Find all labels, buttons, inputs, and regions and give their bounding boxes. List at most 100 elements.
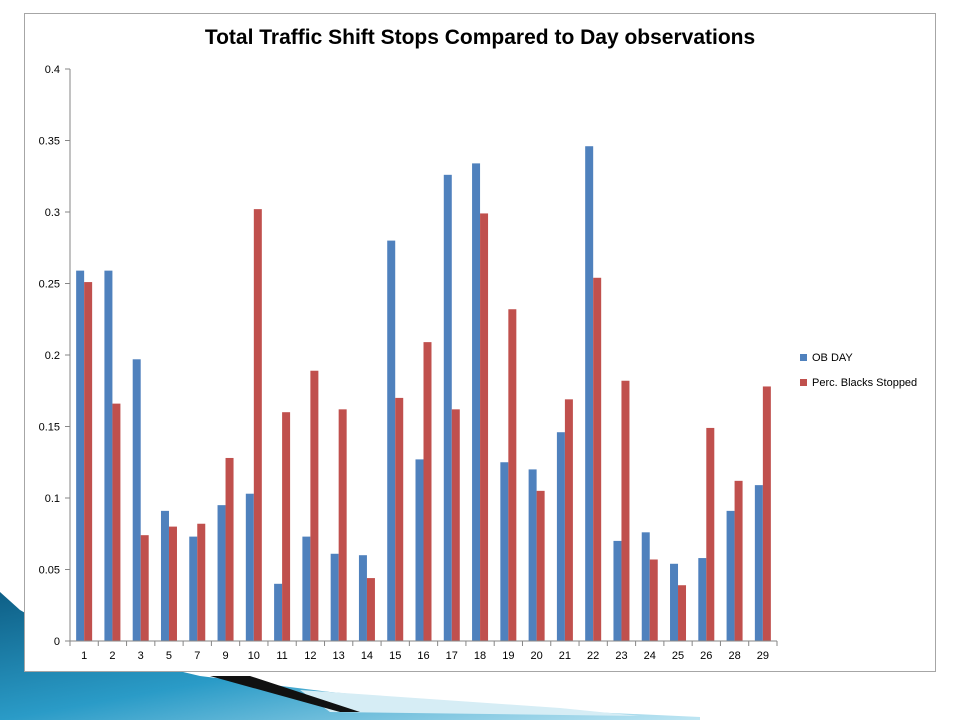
bar-perc-blacks-stopped bbox=[310, 370, 319, 641]
bar-perc-blacks-stopped bbox=[253, 209, 262, 641]
y-tick-label: 0.15 bbox=[39, 422, 60, 434]
x-tick-label: 26 bbox=[700, 650, 712, 662]
bar-perc-blacks-stopped bbox=[197, 523, 206, 641]
y-tick-label: 0.1 bbox=[45, 493, 60, 505]
bar-ob-day bbox=[189, 536, 198, 641]
x-tick-label: 28 bbox=[728, 650, 740, 662]
bar-ob-day bbox=[104, 270, 113, 641]
bar-ob-day bbox=[500, 462, 509, 641]
legend-swatch-perc-blacks-stopped bbox=[800, 379, 807, 386]
bar-perc-blacks-stopped bbox=[282, 412, 291, 641]
x-tick-label: 12 bbox=[304, 650, 316, 662]
y-tick-label: 0.4 bbox=[45, 64, 60, 76]
bars bbox=[76, 146, 771, 641]
x-tick-label: 1 bbox=[81, 650, 87, 662]
bar-perc-blacks-stopped bbox=[564, 399, 573, 641]
legend-swatch-ob-day bbox=[800, 354, 807, 361]
bar-perc-blacks-stopped bbox=[480, 213, 489, 641]
x-tick-label: 9 bbox=[222, 650, 228, 662]
y-tick-label: 0 bbox=[54, 636, 60, 648]
x-axis: 1 2 3 5 7 9 10 11 12 13 14 15 16 17 18 19 20 21 22 23 24 25 26… bbox=[69, 640, 778, 662]
bar-perc-blacks-stopped bbox=[678, 585, 687, 641]
bar-perc-blacks-stopped bbox=[112, 403, 121, 641]
bar-ob-day bbox=[245, 493, 254, 641]
x-tick-label: 20 bbox=[530, 650, 542, 662]
bar-ob-day bbox=[698, 558, 707, 641]
x-tick-label: 17 bbox=[446, 650, 458, 662]
bar-perc-blacks-stopped bbox=[593, 277, 602, 641]
bar-ob-day bbox=[613, 540, 622, 641]
bar-ob-day bbox=[160, 510, 169, 641]
bar-perc-blacks-stopped bbox=[395, 397, 404, 641]
y-tick-label: 0.05 bbox=[39, 565, 60, 577]
bar-perc-blacks-stopped bbox=[649, 559, 658, 641]
bar-ob-day bbox=[726, 510, 735, 641]
x-tick-label: 7 bbox=[194, 650, 200, 662]
bar-ob-day bbox=[217, 505, 226, 641]
y-tick-label: 0.35 bbox=[39, 136, 60, 148]
x-tick-label: 3 bbox=[138, 650, 144, 662]
legend-item-perc-blacks-stopped: Perc. Blacks Stopped bbox=[800, 370, 917, 395]
dark-streak-shape bbox=[210, 676, 360, 712]
bar-perc-blacks-stopped bbox=[338, 409, 347, 641]
x-tick-label: 16 bbox=[417, 650, 429, 662]
bar-perc-blacks-stopped bbox=[168, 526, 177, 641]
bar-perc-blacks-stopped bbox=[536, 490, 545, 641]
bar-ob-day bbox=[585, 146, 594, 641]
x-tick-label: 24 bbox=[644, 650, 656, 662]
bar-perc-blacks-stopped bbox=[508, 309, 517, 641]
x-tick-label: 22 bbox=[587, 650, 599, 662]
x-tick-label: 19 bbox=[502, 650, 514, 662]
bar-ob-day bbox=[528, 469, 537, 641]
bar-perc-blacks-stopped bbox=[225, 457, 234, 641]
x-tick-label: 25 bbox=[672, 650, 684, 662]
bar-ob-day bbox=[472, 163, 481, 641]
x-tick-label: 10 bbox=[248, 650, 260, 662]
x-tick-label: 21 bbox=[559, 650, 571, 662]
y-tick-label: 0.3 bbox=[45, 207, 60, 219]
bar-ob-day bbox=[670, 563, 679, 641]
x-tick-label: 14 bbox=[361, 650, 373, 662]
x-tick-label: 29 bbox=[757, 650, 769, 662]
corner-wave-shape bbox=[0, 592, 700, 720]
y-tick-label: 0.2 bbox=[45, 350, 60, 362]
bar-perc-blacks-stopped bbox=[84, 282, 93, 641]
bar-ob-day bbox=[76, 270, 85, 641]
x-tick-label: 15 bbox=[389, 650, 401, 662]
y-tick-label: 0.25 bbox=[39, 279, 60, 291]
bar-ob-day bbox=[358, 555, 367, 641]
bar-ob-day bbox=[556, 432, 565, 641]
bar-perc-blacks-stopped bbox=[366, 578, 375, 641]
legend-item-ob-day: OB DAY bbox=[800, 345, 917, 370]
x-tick-label: 13 bbox=[333, 650, 345, 662]
legend-label-ob-day: OB DAY bbox=[812, 351, 853, 364]
bar-ob-day bbox=[302, 536, 311, 641]
bar-perc-blacks-stopped bbox=[621, 380, 630, 641]
bar-perc-blacks-stopped bbox=[734, 480, 743, 641]
x-tick-label: 2 bbox=[109, 650, 115, 662]
x-tick-label: 5 bbox=[166, 650, 172, 662]
x-tick-label: 23 bbox=[615, 650, 627, 662]
light-streak-shape bbox=[300, 690, 640, 716]
bar-perc-blacks-stopped bbox=[423, 342, 432, 641]
legend-label-perc-blacks-stopped: Perc. Blacks Stopped bbox=[812, 376, 918, 389]
x-tick-label: 18 bbox=[474, 650, 486, 662]
bar-perc-blacks-stopped bbox=[451, 409, 460, 641]
x-tick-label: 11 bbox=[276, 650, 287, 662]
bar-perc-blacks-stopped bbox=[762, 386, 771, 641]
bar-ob-day bbox=[274, 583, 283, 641]
bar-ob-day bbox=[387, 240, 396, 641]
chart-title: Total Traffic Shift Stops Compared to Da… bbox=[204, 26, 756, 49]
bar-ob-day bbox=[415, 459, 424, 641]
bar-perc-blacks-stopped bbox=[140, 535, 149, 641]
bar-ob-day bbox=[443, 174, 452, 641]
bar-ob-day bbox=[641, 532, 650, 641]
bar-perc-blacks-stopped bbox=[706, 427, 715, 641]
legend: OB DAY Perc. Blacks Stopped bbox=[800, 345, 917, 395]
bar-ob-day bbox=[754, 485, 763, 641]
bar-ob-day bbox=[132, 359, 141, 641]
bar-ob-day bbox=[330, 553, 339, 641]
y-axis: 0 0.05 0.1 0.15 0.2 0.25 0.3 0.35 0.4 bbox=[39, 64, 71, 648]
